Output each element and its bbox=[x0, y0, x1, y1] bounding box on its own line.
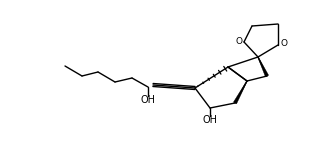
Polygon shape bbox=[233, 81, 247, 104]
Text: O: O bbox=[280, 40, 288, 49]
Text: OH: OH bbox=[140, 95, 156, 105]
Text: OH: OH bbox=[203, 115, 217, 125]
Text: O: O bbox=[235, 36, 242, 46]
Polygon shape bbox=[258, 57, 269, 77]
